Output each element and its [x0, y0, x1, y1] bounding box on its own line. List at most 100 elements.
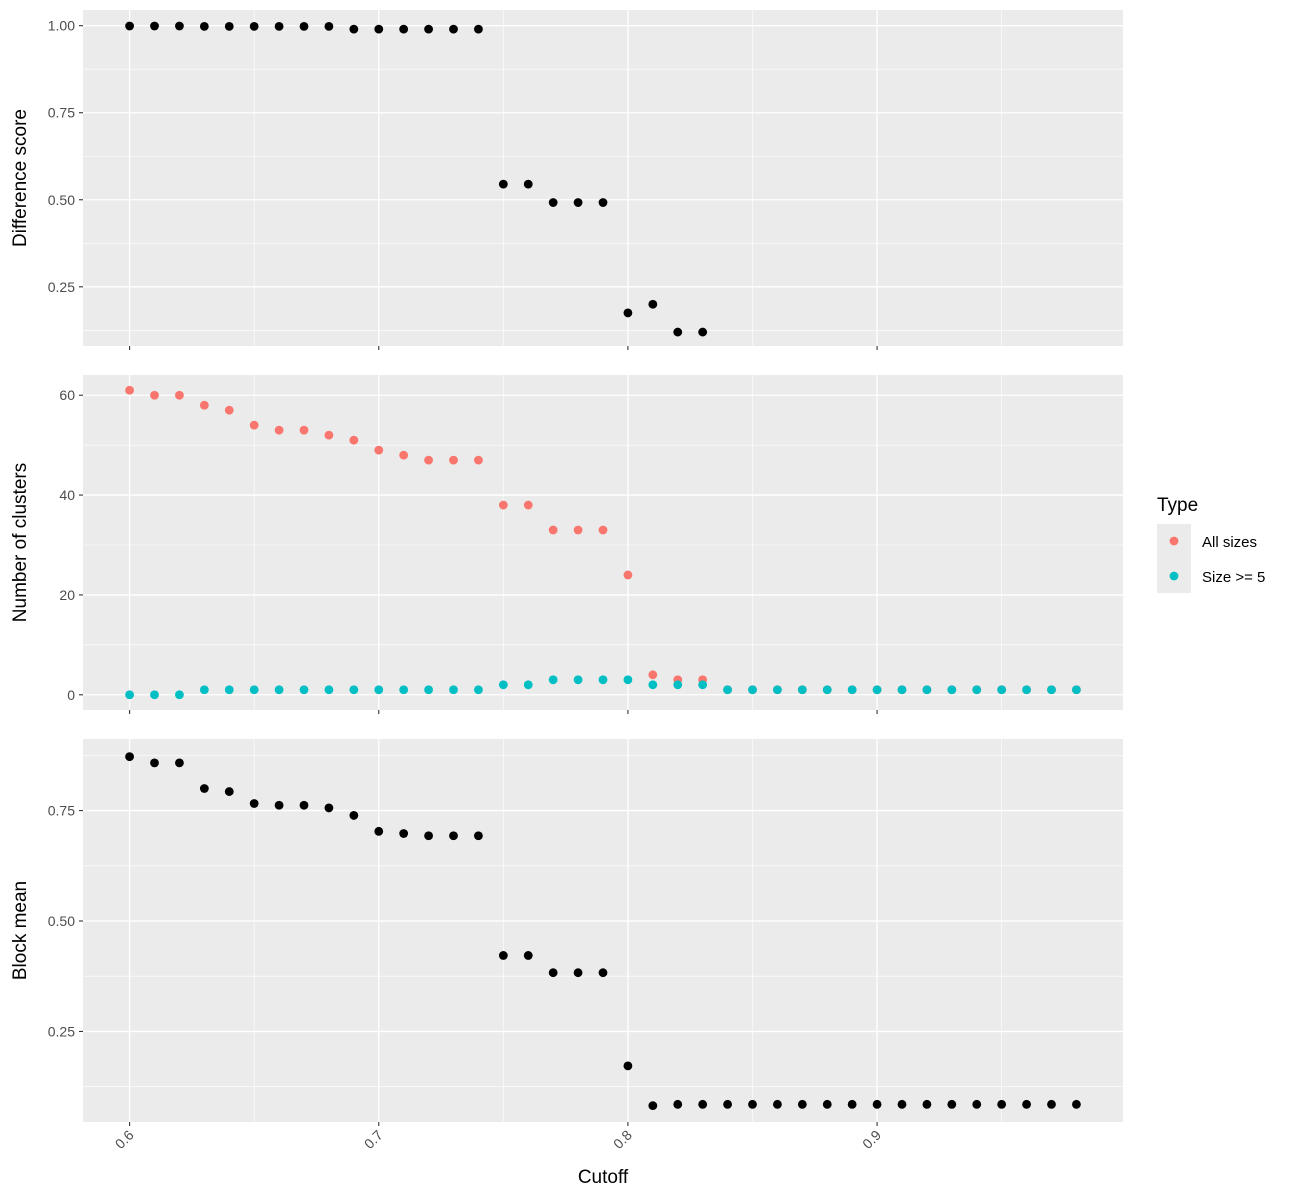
data-point — [673, 1099, 683, 1109]
data-point — [598, 968, 608, 978]
data-point — [374, 445, 384, 455]
data-point — [125, 385, 134, 395]
data-point — [997, 685, 1007, 695]
data-point — [199, 784, 209, 793]
panel-blockmean: 0.25 0.50 0.75 Block mean — [10, 739, 1123, 1126]
data-point — [150, 21, 159, 31]
data-point — [349, 811, 359, 820]
data-point — [199, 685, 209, 695]
data-point — [573, 525, 583, 535]
legend-key-all-sizes — [1169, 536, 1179, 546]
x-tick-label: 0.8 — [610, 1127, 635, 1152]
data-point — [449, 685, 458, 695]
data-point — [1022, 685, 1031, 695]
data-point — [523, 179, 533, 189]
data-point — [498, 951, 508, 960]
data-point — [299, 425, 309, 435]
data-point — [872, 1099, 882, 1109]
data-point — [773, 1099, 782, 1109]
data-point — [449, 24, 458, 34]
data-point — [399, 829, 409, 838]
y-tick-label: 0.75 — [48, 803, 75, 819]
data-point — [299, 800, 309, 810]
data-point — [249, 420, 259, 430]
data-point — [822, 685, 832, 695]
series-size-5 — [125, 675, 1081, 700]
data-point — [648, 670, 658, 680]
y-tick-label: 0.50 — [48, 913, 75, 929]
data-point — [748, 1099, 757, 1109]
data-point — [249, 799, 259, 808]
data-point — [698, 680, 708, 690]
y-tick-label: 0 — [67, 687, 75, 703]
data-point — [523, 500, 533, 510]
data-point — [723, 1099, 732, 1109]
panels-layer: 0.25 0.50 0.75 1.00 Difference score 0 20 40 60 N… — [10, 10, 1123, 1152]
x-tick-label: 0.7 — [361, 1127, 386, 1152]
data-point — [150, 758, 159, 768]
data-point — [349, 24, 359, 34]
data-point — [175, 390, 184, 400]
x-tick-label: 0.9 — [859, 1127, 884, 1152]
data-point — [822, 1099, 832, 1109]
data-point — [548, 198, 558, 207]
legend-title: Type — [1157, 495, 1198, 516]
data-point — [274, 685, 284, 695]
data-point — [1022, 1099, 1031, 1109]
data-point — [573, 675, 583, 685]
data-point — [125, 21, 134, 31]
data-point — [698, 327, 708, 337]
data-point — [648, 1101, 658, 1111]
legend-key-size-ge-5 — [1169, 571, 1179, 581]
data-point — [449, 455, 458, 465]
data-point — [224, 21, 234, 31]
data-point — [723, 685, 732, 695]
data-point — [249, 21, 259, 31]
x-axis-title: Cutoff — [578, 1167, 629, 1188]
data-point — [299, 685, 309, 695]
data-point — [573, 968, 583, 978]
panel-difference: 0.25 0.50 0.75 1.00 Difference score — [10, 10, 1123, 350]
panel-background — [83, 10, 1123, 346]
y-tick-label: 0.75 — [48, 105, 75, 121]
series-points — [125, 21, 708, 337]
data-point — [1047, 1099, 1056, 1109]
data-point — [623, 308, 633, 318]
data-point — [972, 1099, 982, 1109]
legend-key-background — [1157, 524, 1191, 593]
data-point — [199, 400, 209, 410]
series-points — [125, 752, 1081, 1111]
data-point — [922, 1099, 932, 1109]
data-point — [897, 685, 907, 695]
legend-label-all-sizes: All sizes — [1202, 534, 1257, 551]
data-point — [125, 690, 134, 700]
y-tick-label: 1.00 — [48, 18, 75, 34]
data-point — [424, 24, 433, 34]
y-tick-label: 40 — [59, 487, 75, 503]
data-point — [847, 1099, 857, 1109]
data-point — [648, 680, 658, 690]
data-point — [474, 24, 483, 34]
data-point — [349, 685, 359, 695]
data-point — [274, 21, 284, 31]
data-point — [623, 675, 633, 685]
data-point — [623, 570, 633, 580]
data-point — [1072, 685, 1081, 695]
data-point — [598, 525, 608, 535]
data-point — [523, 951, 533, 960]
panel-clusters: 0 20 40 60 Number of clusters — [10, 375, 1123, 714]
data-point — [224, 405, 234, 415]
y-tick-label: 0.25 — [48, 279, 75, 295]
data-point — [199, 21, 209, 31]
data-point — [125, 752, 134, 762]
data-point — [374, 685, 384, 695]
y-tick-label: 20 — [59, 587, 75, 603]
data-point — [498, 680, 508, 690]
data-point — [648, 299, 658, 309]
data-point — [573, 198, 583, 207]
y-tick-label: 0.50 — [48, 192, 75, 208]
data-point — [374, 24, 384, 34]
legend-label-size-ge-5: Size >= 5 — [1202, 569, 1265, 586]
data-point — [548, 675, 558, 685]
data-point — [324, 803, 334, 813]
